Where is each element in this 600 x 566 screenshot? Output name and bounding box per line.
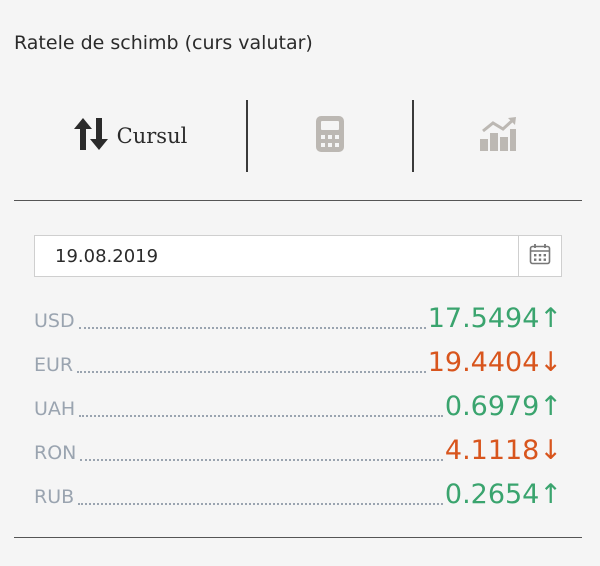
date-picker bbox=[34, 235, 562, 277]
calendar-button[interactable] bbox=[518, 236, 561, 276]
rate-code: EUR bbox=[34, 354, 74, 376]
arrow-up-icon: ↑ bbox=[539, 479, 562, 510]
divider-top bbox=[14, 200, 582, 201]
tab-rates[interactable]: Cursul bbox=[14, 100, 246, 172]
tab-bar: Cursul bbox=[0, 100, 582, 172]
rate-value: 19.4404↓ bbox=[427, 347, 562, 378]
arrow-up-icon: ↑ bbox=[539, 303, 562, 334]
tab-divider bbox=[246, 100, 248, 172]
dot-leader bbox=[80, 458, 443, 461]
rate-value: 4.1118↓ bbox=[444, 435, 562, 466]
widget-title: Ratele de schimb (curs valutar) bbox=[14, 32, 313, 54]
arrow-up-icon: ↑ bbox=[539, 391, 562, 422]
rate-row-rub: RUB 0.2654↑ bbox=[34, 472, 562, 512]
tab-rates-label: Cursul bbox=[116, 124, 188, 148]
dot-leader bbox=[78, 326, 426, 329]
date-input[interactable] bbox=[35, 236, 519, 276]
tab-chart[interactable] bbox=[414, 100, 582, 172]
divider-bottom bbox=[14, 537, 582, 538]
rate-code: USD bbox=[34, 310, 75, 332]
rate-row-usd: USD 17.5494↑ bbox=[34, 296, 562, 336]
rate-value: 0.2654↑ bbox=[444, 479, 562, 510]
rate-code: RON bbox=[34, 442, 77, 464]
rate-code: UAH bbox=[34, 398, 76, 420]
bar-chart-icon bbox=[479, 116, 517, 156]
dot-leader bbox=[79, 414, 443, 417]
rate-code: RUB bbox=[34, 486, 75, 508]
dot-leader bbox=[78, 502, 443, 505]
calculator-icon bbox=[315, 115, 345, 157]
tab-divider bbox=[412, 100, 414, 172]
dot-leader bbox=[77, 370, 426, 373]
rate-row-eur: EUR 19.4404↓ bbox=[34, 340, 562, 380]
rate-row-ron: RON 4.1118↓ bbox=[34, 428, 562, 468]
tab-calculator[interactable] bbox=[248, 100, 412, 172]
arrow-down-icon: ↓ bbox=[539, 435, 562, 466]
up-down-arrows-icon bbox=[73, 117, 109, 155]
rate-value: 17.5494↑ bbox=[427, 303, 562, 334]
rate-value: 0.6979↑ bbox=[444, 391, 562, 422]
calendar-icon bbox=[529, 243, 551, 269]
rate-row-uah: UAH 0.6979↑ bbox=[34, 384, 562, 424]
arrow-down-icon: ↓ bbox=[539, 347, 562, 378]
